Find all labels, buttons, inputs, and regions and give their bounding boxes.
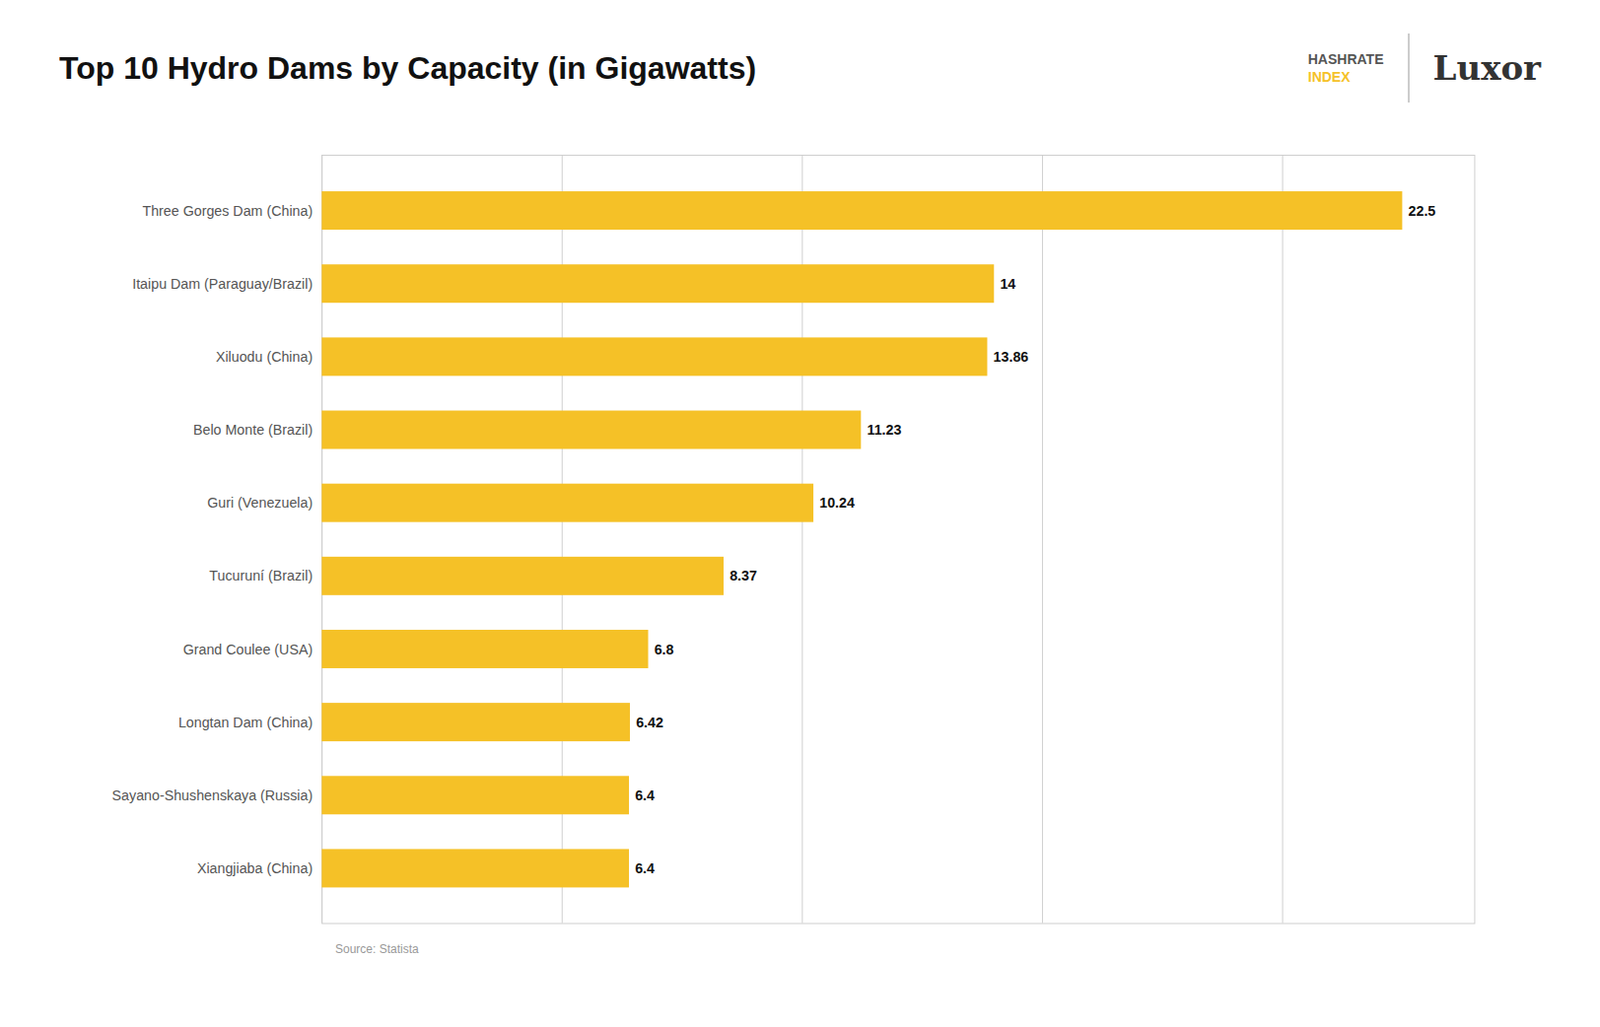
svg-text:Three Gorges Dam (China): Three Gorges Dam (China) (141, 203, 313, 219)
svg-text:10.24: 10.24 (819, 494, 855, 511)
svg-text:6.4: 6.4 (634, 860, 655, 877)
svg-text:Guri (Venezuela): Guri (Venezuela) (207, 494, 313, 511)
svg-text:Belo Monte (Brazil): Belo Monte (Brazil) (193, 421, 313, 438)
svg-text:Xiangjiaba (China): Xiangjiaba (China) (197, 860, 313, 877)
svg-text:14: 14 (999, 276, 1016, 292)
svg-text:13.86: 13.86 (993, 348, 1030, 365)
svg-text:6.4: 6.4 (634, 787, 655, 804)
svg-text:Sayano-Shushenskaya (Russia): Sayano-Shushenskaya (Russia) (112, 787, 314, 804)
svg-text:Xiluodu (China): Xiluodu (China) (215, 348, 313, 365)
svg-text:Itaipu Dam (Paraguay/Brazil): Itaipu Dam (Paraguay/Brazil) (132, 276, 313, 292)
svg-text:8.37: 8.37 (729, 567, 758, 584)
svg-text:Longtan Dam (China): Longtan Dam (China) (178, 714, 313, 731)
svg-text:6.42: 6.42 (635, 714, 664, 731)
html-text:Luxor: Luxor (1432, 48, 1541, 88)
html-text:Source: Statista: Source: Statista (335, 941, 419, 956)
svg-text:Tucuruní (Brazil): Tucuruní (Brazil) (208, 567, 313, 584)
svg-text:Grand Coulee (USA): Grand Coulee (USA) (183, 641, 313, 658)
svg-text:22.5: 22.5 (1408, 203, 1437, 219)
svg-text:11.23: 11.23 (866, 421, 902, 438)
svg-text:6.8: 6.8 (654, 641, 675, 658)
html-text:Top 10 Hydro Dams by Capacity: Top 10 Hydro Dams by Capacity (in Gigawa… (59, 49, 757, 86)
html-text:HASHRATE: HASHRATE (1307, 51, 1384, 67)
html-text:INDEX: INDEX (1307, 69, 1351, 85)
